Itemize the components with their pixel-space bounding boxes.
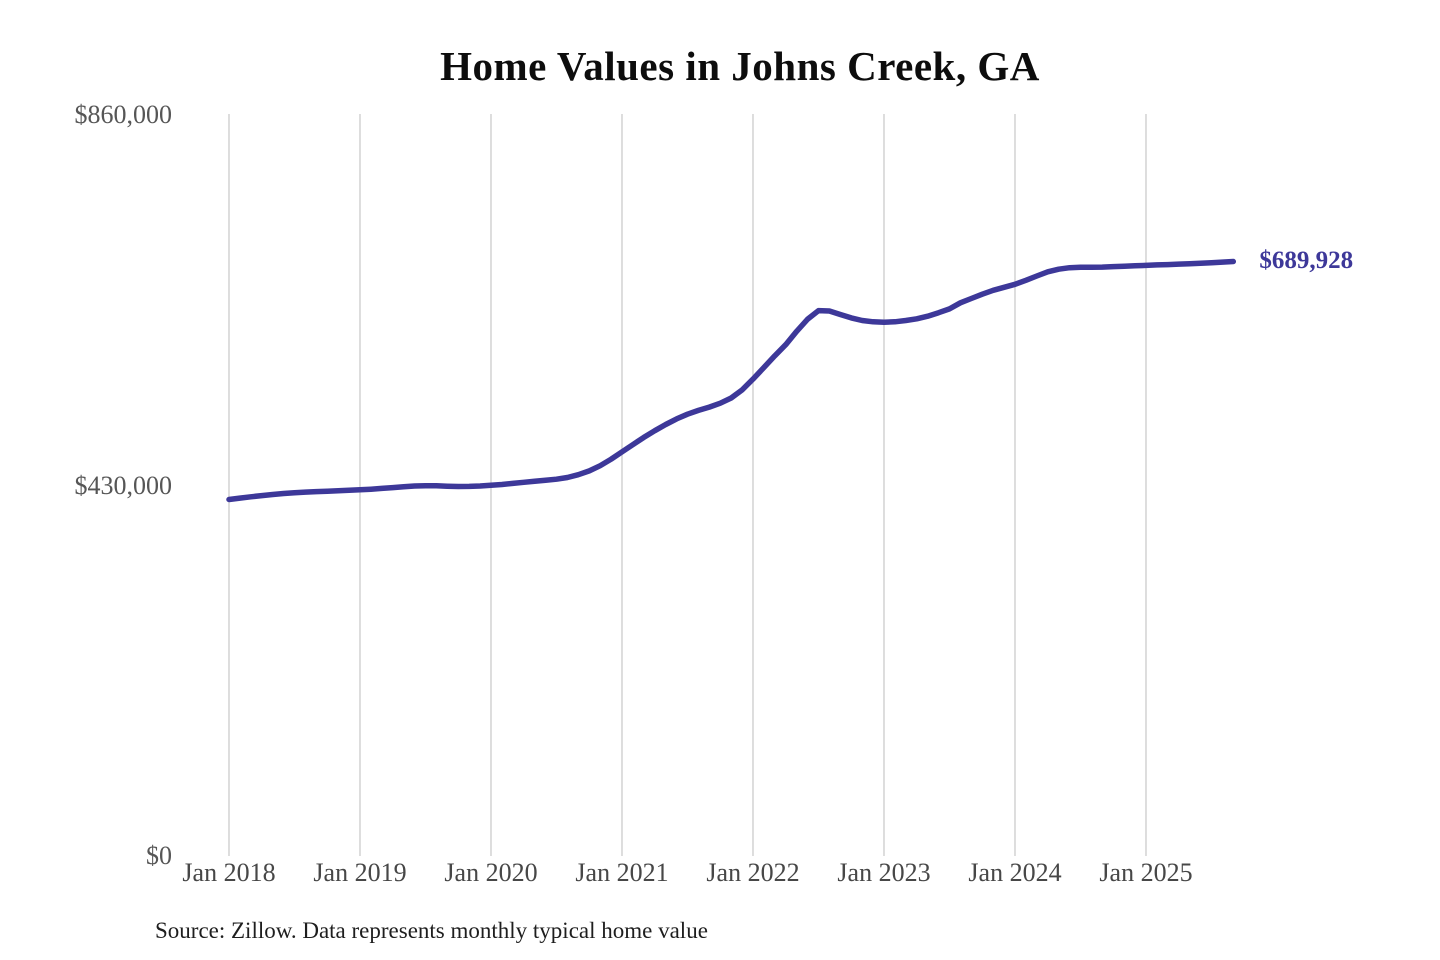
y-tick-label: $0 — [146, 841, 172, 870]
x-tick-label: Jan 2019 — [313, 858, 407, 887]
y-tick-label: $430,000 — [74, 470, 173, 500]
x-tick-label: Jan 2021 — [575, 858, 669, 887]
x-tick-label: Jan 2023 — [837, 858, 931, 887]
x-tick-label: Jan 2025 — [1099, 858, 1193, 887]
x-tick-label: Jan 2018 — [182, 858, 276, 887]
x-tick-label: Jan 2020 — [444, 858, 538, 887]
chart-title: Home Values in Johns Creek, GA — [440, 43, 1040, 89]
home-value-line — [226, 258, 1237, 503]
x-tick-label: Jan 2022 — [706, 858, 800, 887]
source-note: Source: Zillow. Data represents monthly … — [155, 918, 708, 943]
x-tick-label: Jan 2024 — [968, 858, 1062, 887]
y-tick-label: $860,000 — [74, 100, 173, 129]
latest-value-annotation: $689,928 — [1259, 246, 1354, 274]
